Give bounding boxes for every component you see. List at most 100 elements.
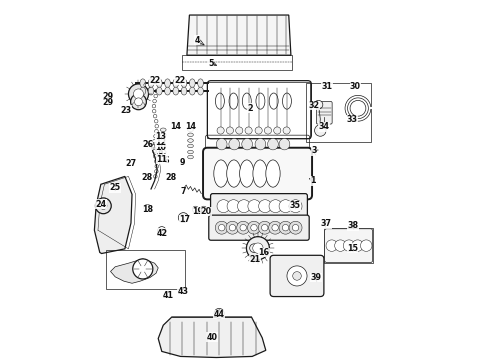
Ellipse shape bbox=[197, 87, 203, 95]
Text: 39: 39 bbox=[311, 273, 321, 282]
Circle shape bbox=[247, 221, 260, 234]
Text: 19: 19 bbox=[192, 207, 203, 216]
Ellipse shape bbox=[148, 87, 154, 95]
Text: 14: 14 bbox=[185, 122, 196, 131]
Text: 17: 17 bbox=[179, 215, 190, 224]
Text: 22: 22 bbox=[149, 76, 160, 85]
Circle shape bbox=[217, 311, 221, 316]
Circle shape bbox=[240, 225, 246, 231]
Ellipse shape bbox=[160, 144, 166, 148]
Circle shape bbox=[217, 127, 224, 134]
Text: 11: 11 bbox=[156, 155, 167, 164]
Ellipse shape bbox=[253, 160, 267, 187]
Ellipse shape bbox=[190, 79, 195, 87]
Text: 16: 16 bbox=[258, 248, 269, 257]
Text: 37: 37 bbox=[320, 219, 331, 228]
Circle shape bbox=[293, 272, 301, 280]
Ellipse shape bbox=[165, 87, 171, 95]
Text: 34: 34 bbox=[318, 122, 329, 131]
Ellipse shape bbox=[227, 160, 241, 187]
Circle shape bbox=[128, 84, 148, 104]
Circle shape bbox=[258, 221, 271, 234]
Circle shape bbox=[259, 200, 271, 213]
Text: 1: 1 bbox=[310, 176, 316, 185]
Text: 31: 31 bbox=[321, 82, 332, 91]
Polygon shape bbox=[95, 176, 132, 253]
Circle shape bbox=[335, 240, 346, 251]
Ellipse shape bbox=[255, 138, 266, 150]
Text: 27: 27 bbox=[125, 159, 137, 168]
Text: 38: 38 bbox=[348, 221, 359, 230]
Ellipse shape bbox=[188, 133, 194, 136]
Circle shape bbox=[279, 221, 292, 234]
Text: 14: 14 bbox=[171, 122, 182, 131]
Text: 35: 35 bbox=[290, 201, 301, 210]
Ellipse shape bbox=[160, 155, 166, 159]
FancyBboxPatch shape bbox=[317, 102, 332, 124]
Text: 6: 6 bbox=[163, 156, 169, 165]
Ellipse shape bbox=[188, 155, 194, 159]
FancyBboxPatch shape bbox=[209, 215, 309, 240]
Bar bbox=[207, 82, 310, 138]
Ellipse shape bbox=[188, 150, 194, 154]
Circle shape bbox=[100, 202, 107, 210]
Bar bbox=[324, 228, 373, 263]
Polygon shape bbox=[158, 317, 266, 357]
Circle shape bbox=[219, 225, 225, 231]
Circle shape bbox=[200, 206, 207, 213]
Ellipse shape bbox=[181, 87, 187, 95]
Ellipse shape bbox=[173, 79, 179, 87]
Circle shape bbox=[361, 240, 372, 251]
Circle shape bbox=[227, 200, 240, 213]
Ellipse shape bbox=[268, 138, 278, 150]
Ellipse shape bbox=[190, 87, 195, 95]
Circle shape bbox=[283, 127, 290, 134]
Text: 28: 28 bbox=[142, 173, 153, 182]
Text: 4: 4 bbox=[195, 36, 200, 45]
Circle shape bbox=[229, 225, 236, 231]
Text: 3: 3 bbox=[311, 147, 317, 156]
Text: 20: 20 bbox=[200, 207, 211, 216]
Text: 24: 24 bbox=[95, 200, 106, 209]
Circle shape bbox=[265, 127, 271, 134]
Circle shape bbox=[226, 127, 234, 134]
Text: 10: 10 bbox=[155, 143, 166, 152]
Circle shape bbox=[255, 127, 262, 134]
Circle shape bbox=[215, 221, 228, 234]
Polygon shape bbox=[111, 259, 158, 283]
Circle shape bbox=[144, 204, 151, 212]
Text: 42: 42 bbox=[156, 229, 168, 238]
Circle shape bbox=[289, 200, 302, 213]
Circle shape bbox=[245, 127, 252, 134]
Text: 2: 2 bbox=[247, 104, 253, 113]
Ellipse shape bbox=[188, 139, 194, 142]
Text: 21: 21 bbox=[249, 255, 261, 264]
Bar bbox=[182, 55, 292, 69]
Circle shape bbox=[237, 221, 250, 234]
Circle shape bbox=[131, 94, 147, 110]
Circle shape bbox=[246, 237, 270, 260]
Ellipse shape bbox=[165, 79, 171, 87]
Circle shape bbox=[236, 127, 243, 134]
Text: 33: 33 bbox=[346, 115, 357, 124]
Circle shape bbox=[343, 240, 355, 251]
Circle shape bbox=[248, 200, 261, 213]
Circle shape bbox=[133, 259, 153, 279]
FancyBboxPatch shape bbox=[203, 148, 312, 199]
Circle shape bbox=[251, 225, 257, 231]
Text: 7: 7 bbox=[181, 187, 186, 196]
Circle shape bbox=[253, 243, 263, 253]
Circle shape bbox=[279, 200, 292, 213]
Circle shape bbox=[96, 198, 111, 214]
Circle shape bbox=[352, 240, 364, 251]
Text: 12: 12 bbox=[155, 138, 166, 147]
Text: 30: 30 bbox=[350, 82, 361, 91]
Circle shape bbox=[214, 309, 224, 319]
Ellipse shape bbox=[197, 79, 203, 87]
Text: 32: 32 bbox=[308, 101, 319, 110]
FancyBboxPatch shape bbox=[211, 194, 307, 219]
Polygon shape bbox=[187, 15, 291, 55]
Circle shape bbox=[315, 125, 326, 136]
Ellipse shape bbox=[279, 138, 290, 150]
Circle shape bbox=[274, 127, 281, 134]
